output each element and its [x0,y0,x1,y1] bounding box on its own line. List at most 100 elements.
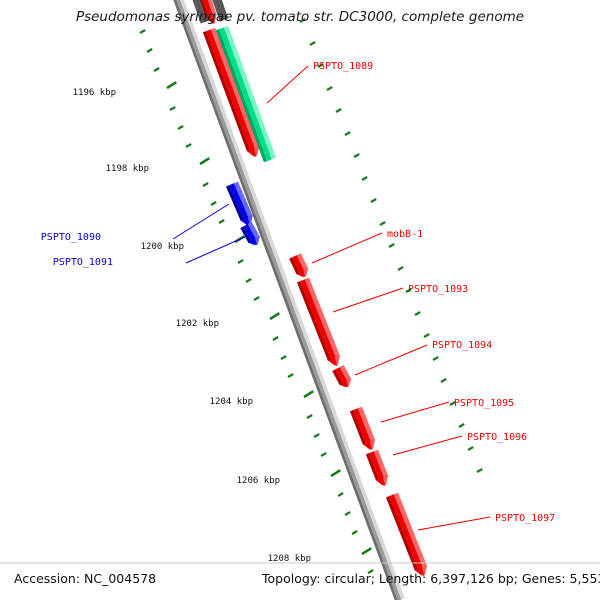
gene-feature[interactable] [349,406,376,451]
gene-facet [289,257,304,278]
minor-tick-mark [299,18,306,23]
gene-facet [192,0,203,24]
minor-tick-mark [253,296,260,301]
gene-arrowhead-highlight [383,475,389,486]
minor-tick-mark [449,401,456,406]
minor-tick-mark [379,221,386,226]
gene-label[interactable]: PSPTO_1089 [313,61,373,72]
minor-tick-mark [440,378,447,383]
label-leader-line [380,401,450,423]
gene-feature[interactable] [215,25,277,163]
gene-facet [368,451,385,487]
minor-tick-mark [423,333,430,338]
page-title: Pseudomonas syringae pv. tomato str. DC3… [76,9,524,25]
tick-label: 1200 kbp [141,242,184,252]
minor-tick-mark [185,143,192,148]
gene-facet [202,31,255,158]
genome-backbone[interactable] [170,0,405,600]
minor-tick-mark [306,414,313,419]
minor-tick-mark [337,492,344,497]
label-leader-line [392,435,463,456]
coordinate-tick-labels: 1196 kbp 1198 kbp 1200 kbp 1202 kbp 1204 kbp… [73,88,311,564]
backbone-facet [176,0,402,600]
genome-summary-label: Topology: circular; Length: 6,397,126 bp… [261,571,600,586]
gene-label[interactable]: PSPTO_1090 [41,232,101,243]
minor-tick-mark [414,311,421,316]
gene-facet [299,279,337,367]
gene-arrowhead-highlight [334,355,341,366]
gene-feature[interactable] [289,253,309,278]
gene-labels[interactable]: PSPTO_1089 PSPTO_1090 PSPTO_1091 mobB-1 PSPT… [41,61,555,524]
gene-label[interactable]: PSPTO_1095 [454,398,514,409]
minor-tick-mark [467,446,474,451]
gene-label[interactable]: mobB-1 [387,229,423,240]
gene-facet [205,29,256,158]
label-leader-line [354,344,428,376]
gene-arrowhead-highlight [255,236,260,245]
gene-facet [352,408,372,451]
gene-label[interactable]: PSPTO_1091 [53,257,113,268]
minor-tick-mark [351,530,358,535]
minor-tick-mark [177,125,184,130]
minor-tick-mark [237,259,244,264]
tick-label: 1198 kbp [106,164,149,174]
gene-facet [215,29,267,163]
minor-tick-mark [432,356,439,361]
gene-feature[interactable] [240,221,260,246]
minor-tick-mark [367,569,374,574]
gene-facet [223,25,277,160]
gene-features[interactable] [189,0,428,577]
minor-tick-mark [280,355,287,360]
minor-tick-mark [245,278,252,283]
minor-tick-mark [153,67,160,72]
gene-facet [226,185,249,227]
gene-feature[interactable] [296,277,341,367]
gene-label[interactable]: PSPTO_1094 [432,340,492,351]
minor-tick-mark [210,201,217,206]
gene-feature[interactable] [202,27,260,158]
gene-label[interactable]: PSPTO_1097 [495,513,555,524]
minor-tick-mark [218,219,225,224]
gene-facet [388,494,424,577]
gene-facet [218,27,272,162]
backbone-facet [173,0,398,600]
accession-label: Accession: NC_004578 [14,571,156,586]
gene-label[interactable]: PSPTO_1096 [467,432,527,443]
minor-tick-mark [320,452,327,457]
label-leader-line [332,287,404,313]
gene-facet [365,453,384,487]
major-tick-mark [199,157,211,166]
gene-label[interactable]: PSPTO_1093 [408,284,468,295]
label-leader-line [172,203,230,240]
major-tick-mark [303,390,315,399]
gene-feature[interactable] [209,0,229,22]
backbone-facet [180,0,405,600]
minor-tick-mark [397,266,404,271]
gene-facet [393,492,427,576]
minor-tick-mark [361,176,368,181]
minor-tick-mark [272,336,279,341]
minor-tick-mark [202,182,209,187]
minor-tick-mark [476,468,483,473]
gene-facet [240,226,256,246]
minor-tick-mark [146,48,153,53]
minor-tick-mark [309,41,316,46]
gene-facet [233,181,253,226]
gene-facet [296,281,336,367]
tick-label: 1208 kbp [268,554,311,564]
label-leader-line [311,232,383,264]
gene-feature[interactable] [365,449,389,487]
major-tick-mark [361,547,373,556]
gene-feature[interactable] [385,492,428,577]
label-leader-lines [172,65,491,531]
gene-arrowhead-highlight [254,146,260,157]
minor-tick-mark [139,29,146,34]
gene-feature[interactable] [332,364,352,388]
gene-arrowhead-highlight [247,215,253,226]
minor-tick-mark [344,131,351,136]
gene-feature[interactable] [197,0,217,25]
gene-facet [212,0,222,22]
